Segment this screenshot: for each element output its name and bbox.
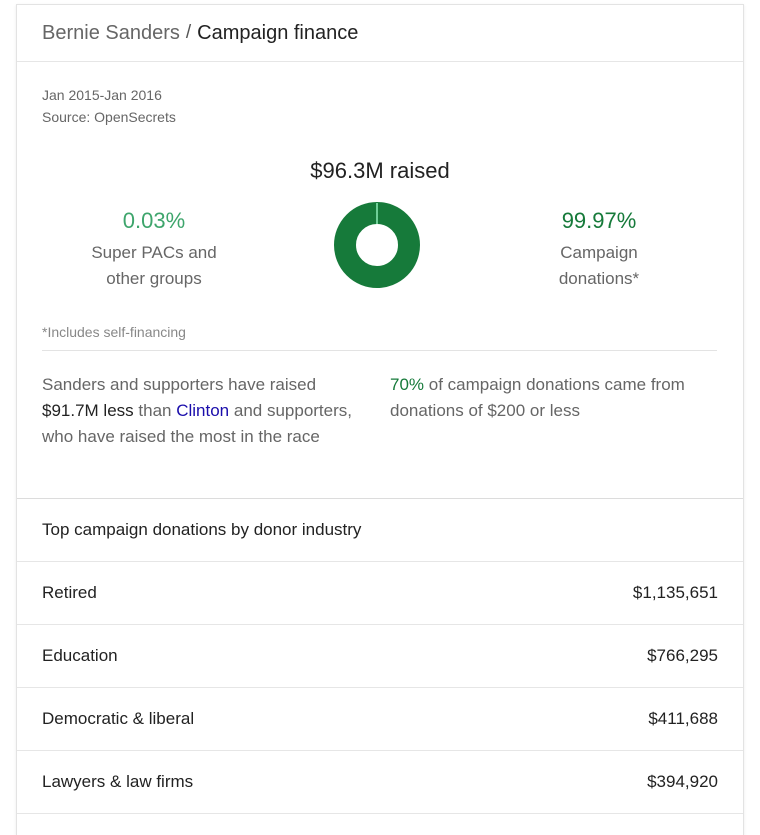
card-header: Bernie Sanders / Campaign finance (17, 5, 743, 62)
comparison-fact: Sanders and supporters have raised $91.7… (42, 372, 372, 450)
campaign-donations-label-line1: Campaign (560, 243, 638, 262)
funding-donut-chart (334, 202, 420, 288)
industry-label: Democratic & liberal (42, 709, 195, 728)
divider (42, 350, 717, 351)
industry-amount: $766,295 (647, 646, 718, 665)
industry-amount: $394,920 (647, 772, 718, 791)
breadcrumb-candidate-link[interactable]: Bernie Sanders (42, 21, 180, 44)
small-donations-percent: 70% (390, 375, 425, 394)
self-financing-footnote: *Includes self-financing (42, 324, 186, 340)
super-pac-percent: 0.03% (122, 208, 186, 233)
small-donations-text: of campaign donations came from donation… (390, 375, 685, 420)
super-pac-label-line1: Super PACs and (91, 243, 217, 262)
industry-row[interactable]: Lawyers & law firms $394,920 (17, 751, 743, 814)
super-pac-stat: 0.03% Super PACs and other groups (44, 206, 264, 292)
industry-amount: $411,688 (648, 709, 718, 728)
meta-info: Jan 2015-Jan 2016 Source: OpenSecrets (42, 84, 176, 128)
comparison-text-2: than (133, 401, 177, 420)
campaign-donations-label-line2: donations* (558, 269, 640, 288)
difference-amount: $91.7M less (42, 401, 134, 420)
super-pac-label-line2: other groups (106, 269, 202, 288)
page-title: Campaign finance (197, 21, 359, 44)
comparison-text-1: Sanders and supporters have raised (42, 375, 317, 394)
campaign-donations-stat: 99.97% Campaign donations* (489, 206, 709, 292)
breadcrumb-separator: / (185, 22, 192, 43)
industry-label: Education (42, 646, 118, 665)
campaign-donations-percent: 99.97% (561, 208, 637, 233)
industry-row[interactable]: Education $766,295 (17, 625, 743, 688)
super-pac-label: Super PACs and other groups (44, 240, 264, 292)
finance-summary: Jan 2015-Jan 2016 Source: OpenSecrets $9… (17, 62, 743, 499)
industry-label: Retired (42, 583, 97, 602)
industry-label: Lawyers & law firms (42, 772, 194, 791)
industry-row[interactable]: Democratic & liberal $411,688 (17, 688, 743, 751)
date-range: Jan 2015-Jan 2016 (42, 87, 162, 103)
industry-row[interactable]: Retired $1,135,651 (17, 562, 743, 625)
small-donations-fact: 70% of campaign donations came from dona… (390, 372, 720, 424)
industry-amount: $1,135,651 (632, 583, 718, 602)
clinton-link[interactable]: Clinton (176, 401, 230, 420)
industry-section-title: Top campaign donations by donor industry (17, 499, 743, 562)
comparison-text-3: and supporters, who have raised the most… (42, 401, 352, 446)
total-raised: $96.3M raised (310, 158, 450, 183)
campaign-finance-card: Bernie Sanders / Campaign finance Jan 20… (16, 4, 744, 835)
source-label: Source: OpenSecrets (42, 109, 176, 125)
campaign-donations-label: Campaign donations* (489, 240, 709, 292)
